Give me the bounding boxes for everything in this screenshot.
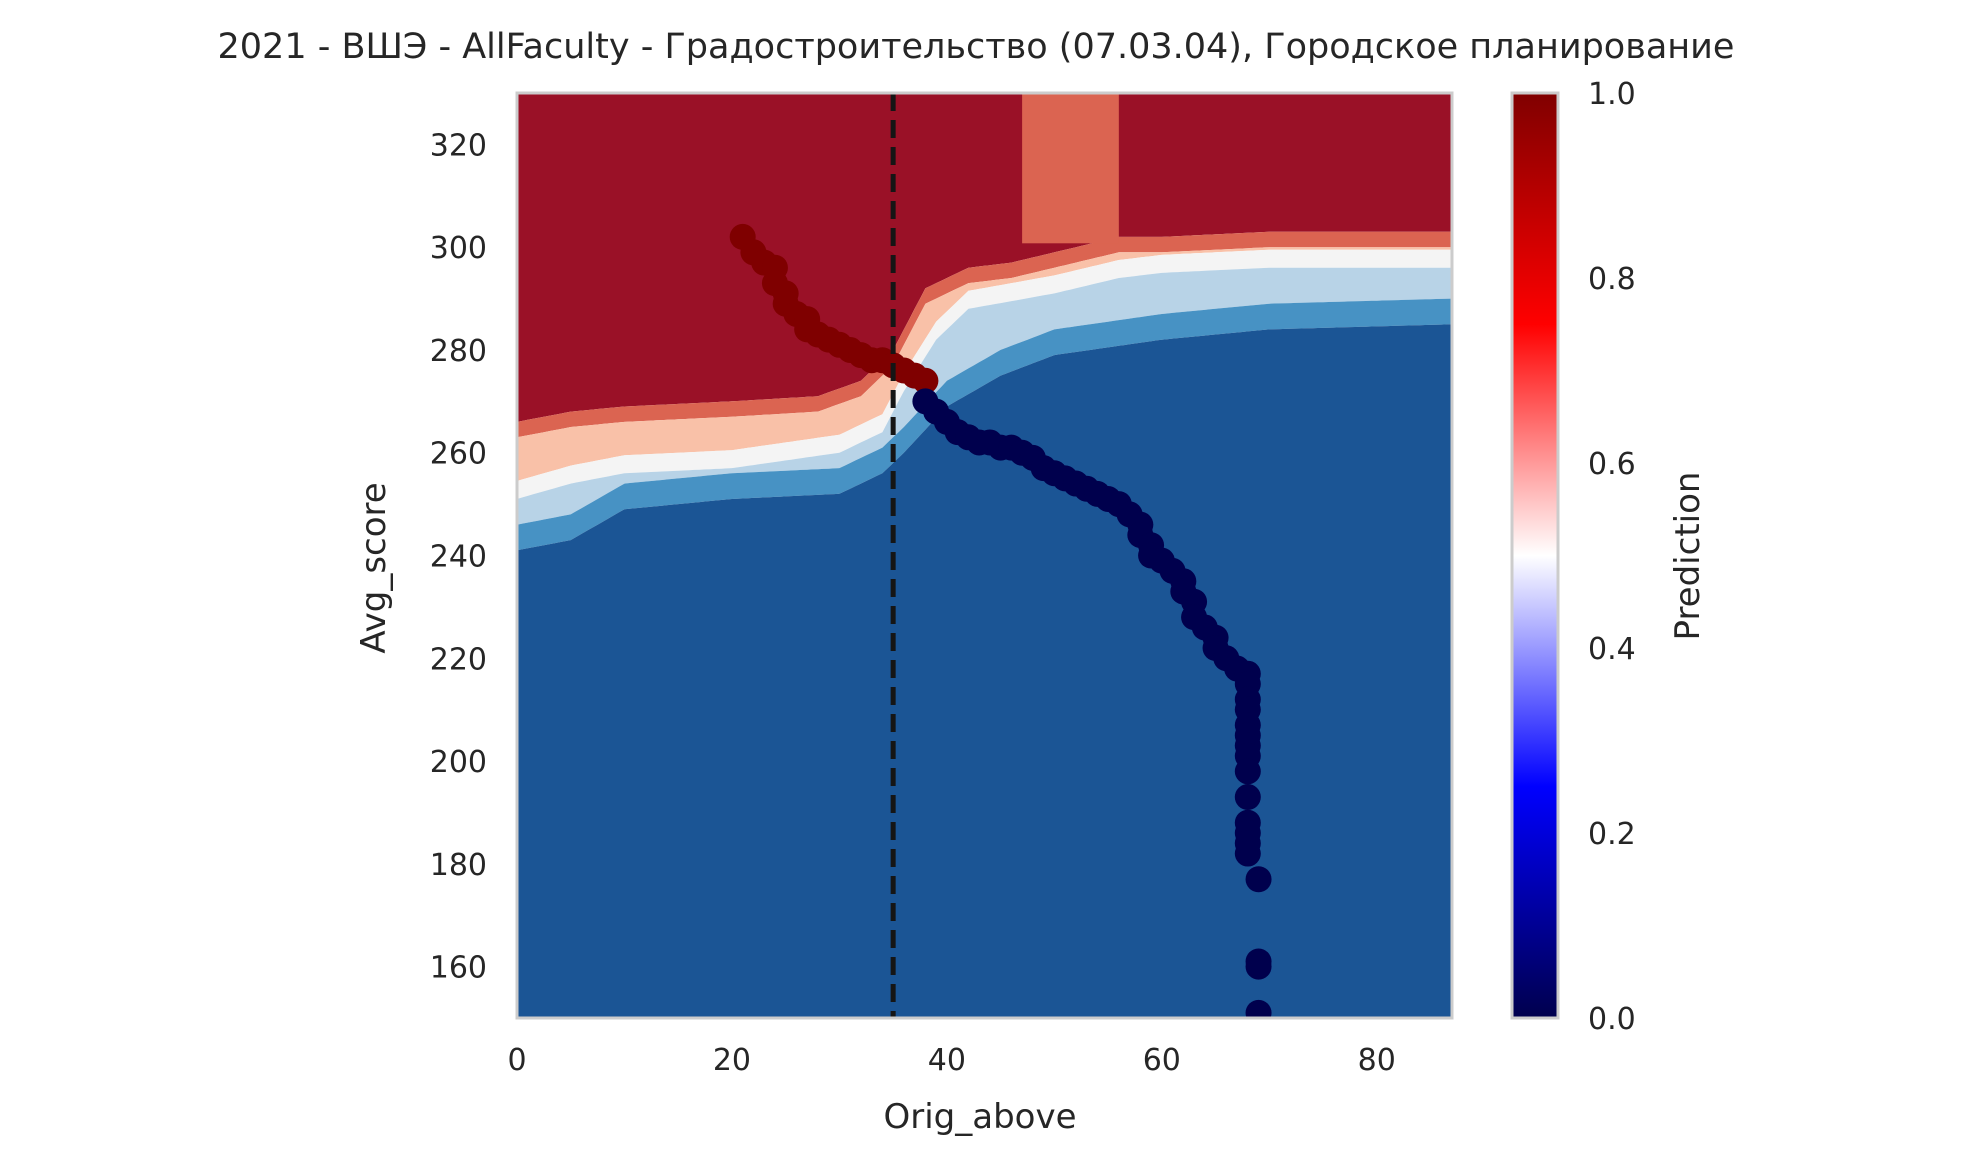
y-tick-label: 240 [430,540,487,575]
y-tick-label: 280 [430,334,487,369]
contour-band [517,324,1452,1018]
x-tick-label: 0 [507,1043,526,1078]
contour-hot-column [1022,93,1119,244]
y-tick-label: 200 [430,745,487,780]
colorbar-gradient [1512,93,1558,1018]
chart-title: 2021 - ВШЭ - AllFaculty - Градостроитель… [218,27,1735,67]
scatter-point [1234,758,1261,785]
colorbar-tick-label: 0.4 [1588,632,1636,667]
scatter-point [1245,999,1272,1018]
colorbar-label: Prediction [1668,472,1708,641]
y-tick-label: 180 [430,848,487,883]
prediction-contours [517,93,1452,1018]
contour-band [517,298,1452,551]
y-axis-label: Avg_score [354,482,394,653]
y-axis-ticks: 160 180 200 220 240 260 280 300 320 [430,128,487,985]
colorbar-frame [1510,91,1560,1020]
colorbar-tick-label: 0.8 [1588,262,1636,297]
y-tick-label: 260 [430,437,487,472]
y-tick-label: 300 [430,231,487,266]
x-tick-label: 40 [928,1043,966,1078]
x-tick-label: 80 [1358,1043,1396,1078]
x-tick-label: 60 [1143,1043,1181,1078]
contour-band [517,247,1452,481]
colorbar-tick-label: 1.0 [1588,77,1636,112]
contour-band [517,231,1452,438]
scatter-points [729,223,1272,1018]
scatter-point [1245,866,1272,893]
colorbar-tick-label: 0.6 [1588,447,1636,482]
x-axis-ticks: 0 20 40 60 80 [507,1043,1395,1078]
contour-band [517,249,1452,499]
scatter-point [912,367,939,394]
x-axis-label: Orig_above [883,1097,1076,1137]
y-tick-label: 160 [430,951,487,986]
scatter-point [1245,953,1272,980]
plot-frame [515,91,1454,1020]
contour-band [517,93,1452,422]
colorbar-tick-label: 0.0 [1588,1002,1636,1037]
y-tick-label: 320 [430,128,487,163]
plot-area [517,93,1452,1018]
x-tick-label: 20 [713,1043,751,1078]
colorbar: 0.0 0.2 0.4 0.6 0.8 1.0 Prediction [1510,77,1708,1037]
scatter-point [1234,840,1261,867]
colorbar-ticks: 0.0 0.2 0.4 0.6 0.8 1.0 [1588,77,1636,1037]
colorbar-tick-label: 0.2 [1588,817,1636,852]
y-tick-label: 220 [430,642,487,677]
contour-band [517,267,1452,525]
scatter-point [1234,784,1261,811]
